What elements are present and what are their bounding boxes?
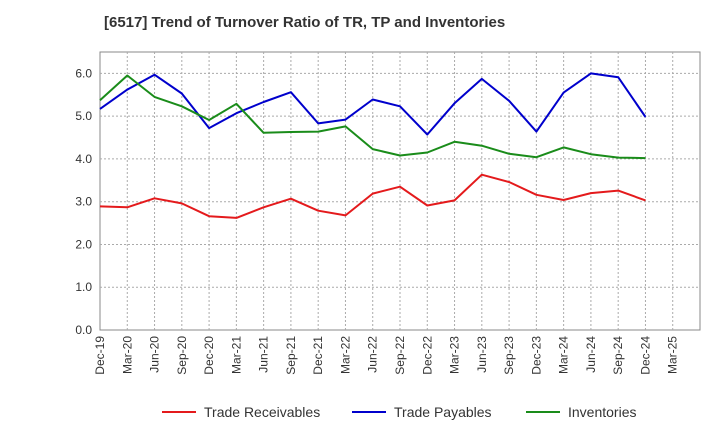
x-tick-label: Mar-23 <box>448 336 462 374</box>
series-line-inventories <box>99 74 646 160</box>
y-tick-label: 2.0 <box>75 237 92 251</box>
x-tick-label: Mar-22 <box>338 336 352 374</box>
x-tick-label: Sep-23 <box>502 336 516 375</box>
y-tick-label: 3.0 <box>75 195 92 209</box>
y-tick-label: 0.0 <box>75 323 92 337</box>
x-tick-label: Jun-22 <box>366 336 380 373</box>
y-tick-label: 4.0 <box>75 152 92 166</box>
legend: Trade Receivables Trade Payables Invento… <box>0 404 720 426</box>
x-tick-label: Mar-24 <box>557 336 571 374</box>
x-tick-label: Dec-19 <box>93 336 107 375</box>
legend-swatch-inventories <box>526 411 560 413</box>
x-tick-label: Sep-20 <box>175 336 189 375</box>
legend-item-inventories: Inventories <box>526 404 636 420</box>
series-line-trade-receivables <box>99 173 646 219</box>
x-tick-label: Mar-21 <box>229 336 243 374</box>
x-tick-label: Sep-24 <box>611 336 625 375</box>
legend-label-inventories: Inventories <box>568 404 637 420</box>
plot-area <box>99 51 701 331</box>
x-tick-label: Sep-22 <box>393 336 407 375</box>
x-tick-label: Dec-24 <box>638 336 652 375</box>
legend-swatch-trade-payables <box>352 411 386 413</box>
legend-item-trade-payables: Trade Payables <box>352 404 492 420</box>
chart-title: [6517] Trend of Turnover Ratio of TR, TP… <box>104 14 506 31</box>
x-tick-label: Jun-20 <box>148 336 162 373</box>
x-tick-label: Dec-21 <box>311 336 325 375</box>
x-tick-label: Dec-22 <box>420 336 434 375</box>
legend-label-trade-receivables: Trade Receivables <box>204 404 321 420</box>
x-tick-label: Jun-21 <box>257 336 271 373</box>
y-tick-label: 5.0 <box>75 109 92 123</box>
x-tick-label: Mar-25 <box>666 336 680 374</box>
legend-swatch-trade-receivables <box>162 411 196 413</box>
y-tick-label: 1.0 <box>75 280 92 294</box>
x-tick-label: Jun-24 <box>584 336 598 373</box>
x-tick-label: Jun-23 <box>475 336 489 373</box>
x-tick-label: Dec-23 <box>529 336 543 375</box>
legend-item-trade-receivables: Trade Receivables <box>162 404 320 420</box>
x-tick-label: Dec-20 <box>202 336 216 375</box>
y-tick-label: 6.0 <box>75 66 92 80</box>
x-tick-label: Sep-21 <box>284 336 298 375</box>
series-line-trade-payables <box>99 72 647 136</box>
x-tick-label: Mar-20 <box>120 336 134 374</box>
legend-label-trade-payables: Trade Payables <box>394 404 492 420</box>
